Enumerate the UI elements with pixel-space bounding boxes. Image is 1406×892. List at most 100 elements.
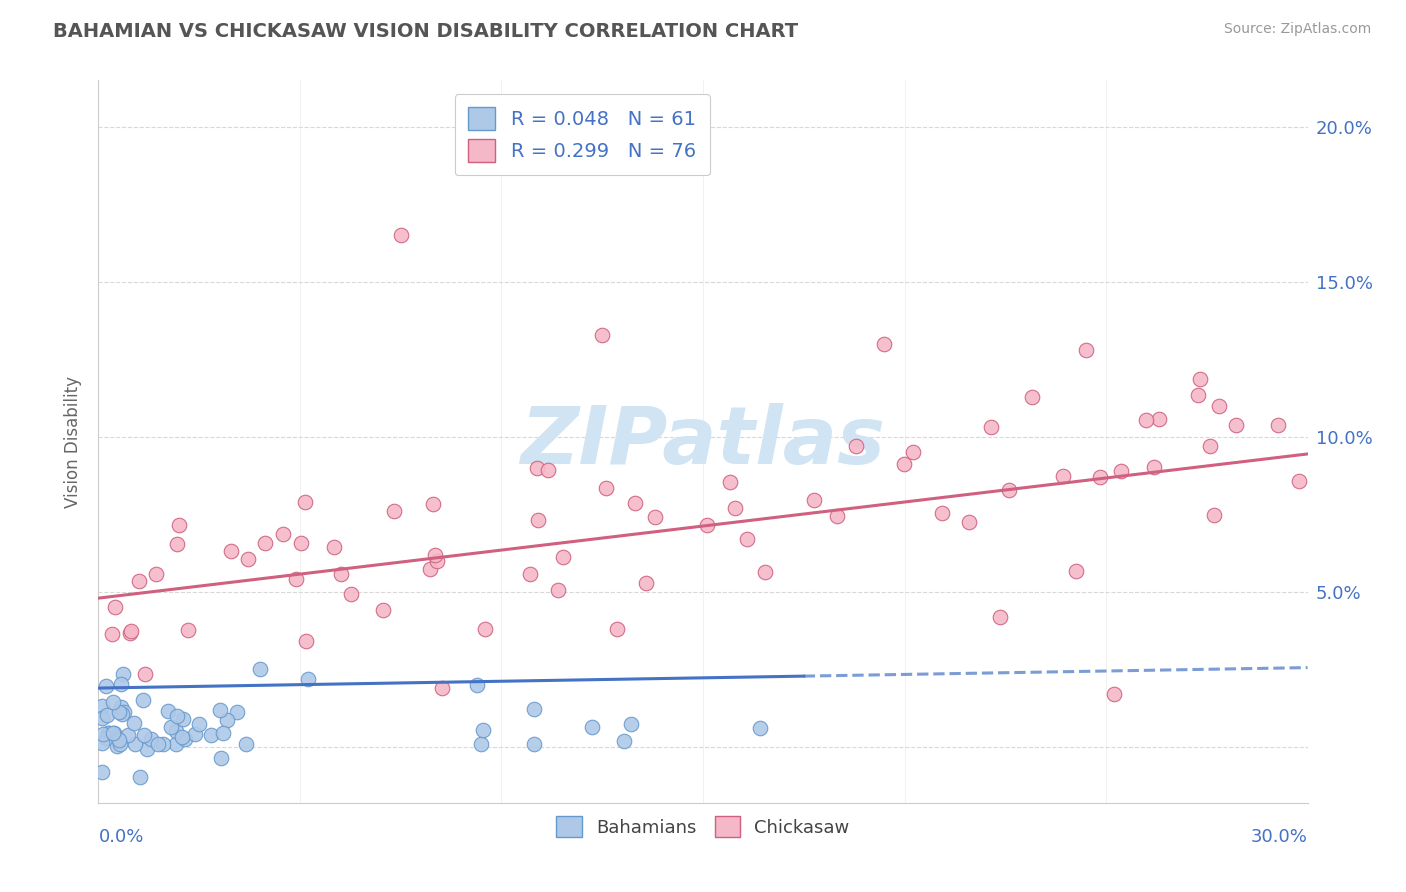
- Point: [91, 764, 114, 779]
- Point: [211, 751, 233, 765]
- Point: [465, 678, 488, 692]
- Point: [145, 566, 167, 581]
- Point: [1208, 399, 1230, 413]
- Point: [122, 715, 145, 730]
- Point: [112, 667, 135, 681]
- Point: [212, 726, 235, 740]
- Point: [470, 737, 492, 751]
- Point: [1021, 390, 1043, 404]
- Point: [117, 728, 139, 742]
- Point: [165, 723, 187, 738]
- Text: ZIPatlas: ZIPatlas: [520, 402, 886, 481]
- Point: [132, 728, 155, 742]
- Point: [1288, 474, 1310, 488]
- Point: [96, 707, 118, 722]
- Point: [329, 567, 352, 582]
- Point: [271, 526, 294, 541]
- Point: [107, 731, 129, 746]
- Point: [1188, 372, 1211, 386]
- Point: [425, 548, 447, 562]
- Point: [644, 509, 666, 524]
- Point: [295, 633, 318, 648]
- Point: [323, 540, 346, 554]
- Point: [845, 439, 868, 453]
- Point: [96, 731, 118, 745]
- Point: [519, 567, 541, 582]
- Point: [97, 726, 120, 740]
- Point: [108, 733, 131, 747]
- Point: [98, 725, 121, 739]
- Point: [111, 707, 134, 722]
- Point: [523, 737, 546, 751]
- Point: [901, 444, 924, 458]
- Point: [623, 496, 645, 510]
- Point: [735, 532, 758, 546]
- Point: [419, 561, 441, 575]
- Point: [1090, 469, 1112, 483]
- Point: [873, 336, 896, 351]
- Point: [606, 622, 628, 636]
- Point: [1147, 411, 1170, 425]
- Point: [128, 574, 150, 588]
- Point: [101, 726, 124, 740]
- Point: [167, 517, 190, 532]
- Y-axis label: Vision Disability: Vision Disability: [65, 376, 83, 508]
- Point: [825, 508, 848, 523]
- Point: [980, 420, 1002, 434]
- Point: [91, 710, 114, 724]
- Point: [209, 703, 232, 717]
- Point: [103, 726, 125, 740]
- Point: [803, 492, 825, 507]
- Point: [294, 494, 316, 508]
- Point: [104, 599, 127, 614]
- Legend: Bahamians, Chickasaw: Bahamians, Chickasaw: [550, 809, 856, 845]
- Point: [101, 627, 124, 641]
- Point: [152, 737, 174, 751]
- Point: [215, 713, 238, 727]
- Point: [136, 742, 159, 756]
- Point: [177, 624, 200, 638]
- Point: [591, 327, 613, 342]
- Point: [165, 737, 187, 751]
- Point: [613, 734, 636, 748]
- Point: [553, 550, 575, 565]
- Point: [105, 739, 128, 753]
- Text: Source: ZipAtlas.com: Source: ZipAtlas.com: [1223, 22, 1371, 37]
- Point: [172, 712, 194, 726]
- Point: [997, 483, 1019, 498]
- Point: [91, 699, 114, 714]
- Point: [893, 458, 915, 472]
- Point: [184, 727, 207, 741]
- Point: [425, 554, 447, 568]
- Point: [724, 500, 747, 515]
- Point: [1109, 464, 1132, 478]
- Point: [290, 536, 312, 550]
- Point: [754, 565, 776, 579]
- Point: [537, 463, 560, 477]
- Point: [103, 695, 125, 709]
- Point: [249, 663, 271, 677]
- Point: [1204, 508, 1226, 523]
- Point: [595, 482, 617, 496]
- Point: [523, 702, 546, 716]
- Point: [236, 552, 259, 566]
- Point: [371, 603, 394, 617]
- Point: [526, 461, 548, 475]
- Point: [124, 737, 146, 751]
- Point: [1198, 439, 1220, 453]
- Point: [219, 544, 242, 558]
- Point: [132, 692, 155, 706]
- Point: [749, 722, 772, 736]
- Point: [1102, 687, 1125, 701]
- Point: [172, 731, 194, 745]
- Point: [1225, 417, 1247, 432]
- Point: [128, 770, 150, 784]
- Point: [146, 737, 169, 751]
- Point: [422, 497, 444, 511]
- Point: [340, 587, 363, 601]
- Point: [166, 709, 188, 723]
- Point: [188, 716, 211, 731]
- Point: [1135, 413, 1157, 427]
- Point: [472, 723, 495, 737]
- Point: [139, 731, 162, 746]
